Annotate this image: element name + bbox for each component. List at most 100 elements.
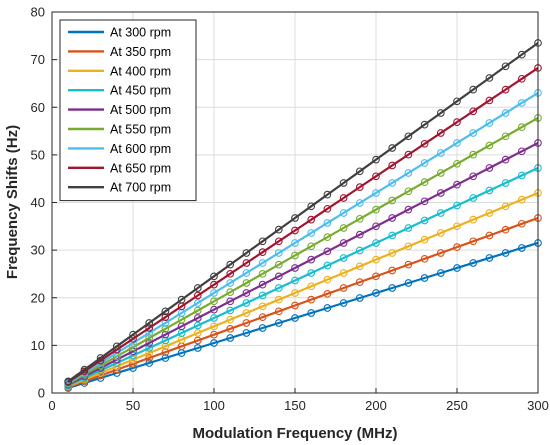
data-point (436, 169, 445, 177)
data-point (323, 190, 332, 199)
data-point (210, 330, 218, 339)
y-tick-label: 70 (31, 52, 45, 67)
data-point (161, 354, 170, 362)
data-point (258, 324, 267, 332)
data-point (274, 272, 283, 281)
data-point (453, 201, 461, 210)
data-point (420, 178, 429, 186)
data-point (355, 199, 364, 207)
data-point (226, 288, 235, 297)
data-point (501, 85, 510, 94)
x-tick-label: 250 (446, 398, 468, 413)
data-point (469, 172, 478, 181)
data-point (501, 249, 510, 257)
data-point (242, 249, 251, 257)
data-point (469, 107, 478, 116)
data-point (323, 261, 332, 270)
data-point (388, 161, 397, 170)
legend-label: At 600 rpm (110, 142, 171, 156)
data-point (436, 189, 445, 197)
x-tick-label: 150 (284, 398, 306, 413)
data-point (161, 324, 170, 333)
data-point (339, 299, 348, 307)
data-point (210, 305, 218, 314)
data-point (242, 259, 251, 267)
y-tick-label: 50 (31, 147, 45, 162)
data-point (145, 354, 154, 362)
data-point (161, 330, 170, 339)
data-point (161, 336, 170, 345)
data-point (404, 150, 413, 159)
legend-label: At 300 rpm (110, 26, 171, 40)
data-point (339, 254, 348, 262)
data-point (501, 225, 510, 234)
data-point (469, 85, 478, 94)
data-point (258, 291, 267, 300)
data-point (355, 262, 364, 271)
data-point (291, 251, 299, 260)
series-7 (64, 89, 542, 387)
data-point (177, 295, 186, 304)
y-tick-label: 80 (31, 5, 45, 20)
data-point (485, 231, 494, 240)
data-point (372, 289, 380, 297)
data-point (323, 233, 332, 241)
data-point (226, 306, 235, 315)
data-point (517, 219, 526, 228)
data-point (193, 314, 202, 322)
legend: At 300 rpm At 350 rpm At 400 rpm At 450 rpm… (59, 19, 197, 202)
data-point (388, 231, 397, 240)
data-point (307, 229, 316, 237)
y-tick-label: 40 (31, 195, 45, 210)
data-point (193, 291, 202, 300)
data-point (80, 365, 89, 374)
data-point (436, 209, 445, 217)
data-point (372, 272, 380, 281)
data-point (210, 339, 218, 347)
data-point (485, 164, 494, 172)
data-point (404, 279, 413, 287)
data-point (161, 348, 170, 357)
data-point (453, 97, 461, 106)
data-point (517, 195, 526, 204)
data-point (226, 269, 235, 278)
data-point (242, 329, 251, 337)
data-point (372, 222, 380, 231)
data-point (453, 180, 461, 189)
data-point (291, 214, 299, 222)
data-point (469, 237, 478, 246)
data-point (355, 230, 364, 239)
data-point (372, 172, 380, 181)
data-point (436, 149, 445, 157)
data-point (404, 205, 413, 214)
data-point (501, 109, 510, 117)
data-point (404, 242, 413, 251)
data-point (258, 237, 267, 246)
data-point (420, 120, 429, 129)
data-point (517, 99, 526, 107)
data-point (485, 74, 494, 82)
data-point (420, 159, 429, 167)
data-point (485, 96, 494, 105)
data-point (226, 297, 235, 306)
data-point (274, 319, 283, 327)
y-tick-label: 10 (31, 338, 45, 353)
data-point (388, 179, 397, 187)
data-point (355, 246, 364, 255)
data-point (161, 319, 170, 327)
data-point (161, 342, 170, 351)
data-point (145, 329, 154, 337)
data-point (258, 269, 267, 278)
data-point (193, 344, 202, 352)
axis-ticks: 0 50 100 150 200 250 300 0 10 20 30 40 50 60 70 80 (31, 5, 549, 414)
data-point (210, 272, 218, 281)
data-point (291, 289, 299, 297)
data-point (420, 235, 429, 244)
data-point (193, 329, 202, 337)
data-point (193, 299, 202, 307)
legend-label: At 400 rpm (110, 64, 171, 78)
data-point (226, 279, 235, 287)
y-tick-label: 30 (31, 243, 45, 258)
data-point (274, 307, 283, 316)
data-point (258, 259, 267, 267)
